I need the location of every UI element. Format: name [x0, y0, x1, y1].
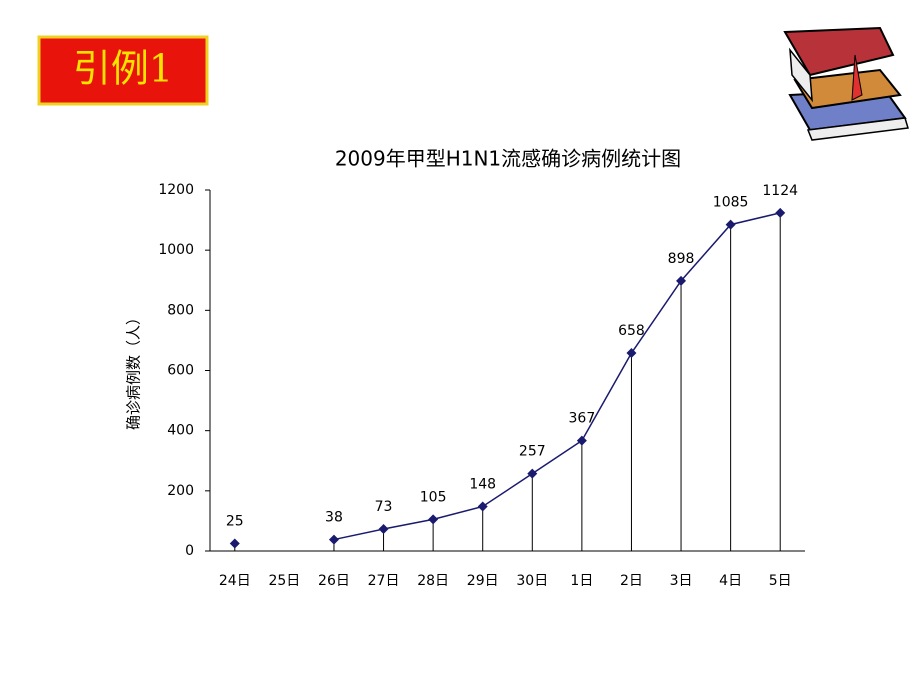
y-tick-label: 600 [167, 363, 194, 379]
y-tick-label: 1000 [158, 242, 194, 258]
x-tick-label: 24日 [219, 573, 251, 589]
data-label: 898 [668, 251, 695, 267]
line [333, 212, 781, 541]
y-axis-label: 确诊病例数（人） [125, 310, 143, 430]
data-label: 73 [375, 499, 393, 515]
marker [626, 348, 637, 359]
x-tick-label: 27日 [368, 573, 400, 589]
data-label: 38 [325, 510, 343, 526]
chart-title: 2009年甲型H1N1流感确诊病例统计图 [335, 147, 681, 171]
x-tick-label: 3日 [670, 573, 693, 589]
data-label: 1085 [713, 195, 749, 211]
marker [775, 207, 786, 218]
data-label: 658 [618, 323, 645, 339]
marker [576, 435, 587, 446]
data-label: 148 [469, 476, 496, 492]
data-label: 105 [420, 489, 447, 505]
badge-box [37, 35, 209, 106]
y-tick-label: 400 [167, 423, 194, 439]
x-tick-label: 28日 [417, 573, 449, 589]
data-label: 25 [226, 513, 244, 529]
badge-text: 引例1 [73, 47, 173, 91]
y-tick-label: 0 [185, 543, 194, 559]
x-tick-label: 1日 [570, 573, 593, 589]
data-label: 257 [519, 444, 546, 460]
y-tick-label: 200 [167, 483, 194, 499]
marker [676, 275, 687, 286]
marker [328, 534, 339, 545]
x-tick-label: 5日 [769, 573, 792, 589]
marker [378, 524, 389, 535]
x-tick-label: 26日 [318, 573, 350, 589]
x-tick-label: 4日 [719, 573, 742, 589]
x-tick-label: 25日 [268, 573, 300, 589]
x-tick-label: 2日 [620, 573, 643, 589]
data-label: 1124 [762, 183, 798, 199]
books-icon [783, 26, 909, 141]
marker [527, 468, 538, 479]
data-label: 367 [569, 411, 596, 427]
marker [477, 501, 488, 512]
marker [428, 514, 439, 525]
x-tick-label: 29日 [467, 573, 499, 589]
y-tick-label: 800 [167, 302, 194, 318]
x-tick-label: 30日 [516, 573, 548, 589]
y-tick-label: 1200 [158, 182, 194, 198]
marker [229, 538, 240, 549]
marker [725, 219, 736, 230]
